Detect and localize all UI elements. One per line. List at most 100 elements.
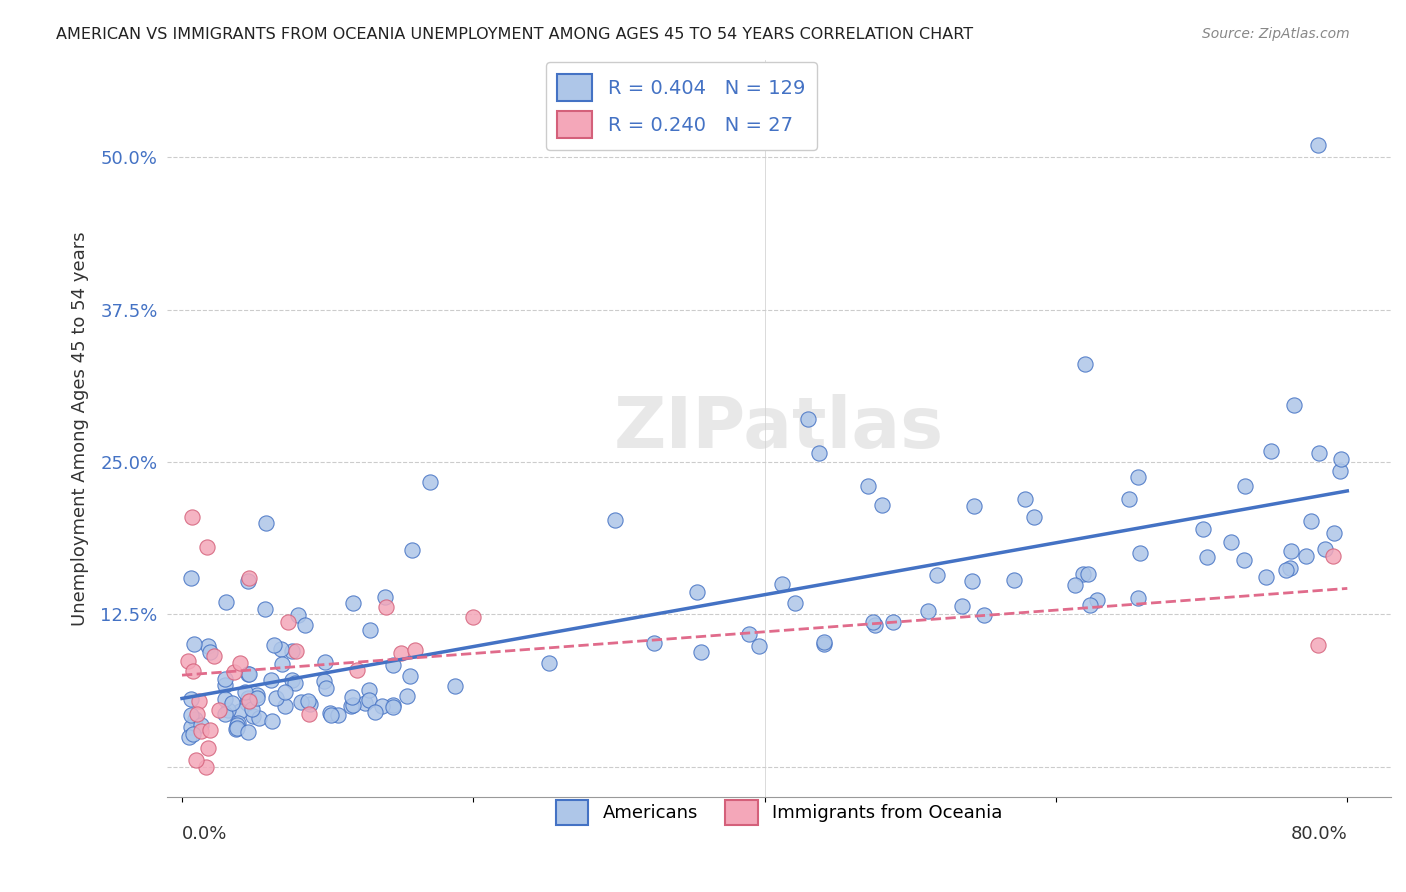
Point (963, 499, 986, 513)
Point (1071, 566, 1094, 581)
Point (354, 696, 377, 710)
Point (1232, 553, 1254, 567)
Point (326, 707, 349, 722)
Point (208, 703, 231, 717)
Point (1234, 479, 1257, 493)
Point (1014, 492, 1036, 507)
Text: AMERICAN VS IMMIGRANTS FROM OCEANIA UNEMPLOYMENT AMONG AGES 45 TO 54 YEARS CORRE: AMERICAN VS IMMIGRANTS FROM OCEANIA UNEM… (56, 27, 973, 42)
Point (238, 694, 260, 708)
Point (1308, 638, 1330, 652)
Point (238, 666, 260, 681)
Point (797, 412, 820, 426)
Point (1118, 491, 1140, 506)
Point (229, 704, 252, 718)
Point (190, 723, 212, 738)
Point (177, 654, 200, 668)
Point (233, 684, 256, 698)
Point (1315, 541, 1337, 556)
Point (1085, 593, 1108, 607)
Point (960, 574, 983, 588)
Point (1260, 444, 1282, 458)
Point (1323, 525, 1346, 540)
Point (270, 642, 292, 657)
Point (238, 571, 260, 585)
Point (181, 664, 204, 678)
Point (1063, 578, 1085, 592)
Point (1195, 550, 1218, 565)
Point (198, 723, 221, 738)
Point (340, 690, 363, 704)
Point (315, 681, 337, 695)
Point (917, 604, 939, 618)
Point (401, 542, 423, 557)
Point (346, 663, 368, 677)
Point (357, 683, 380, 698)
Point (342, 698, 364, 713)
Point (183, 637, 205, 651)
Point (1329, 464, 1351, 478)
Point (287, 608, 309, 623)
Point (270, 657, 292, 672)
Text: Source: ZipAtlas.com: Source: ZipAtlas.com (1202, 27, 1350, 41)
Point (242, 709, 264, 723)
Point (389, 646, 412, 660)
Point (204, 648, 226, 663)
Point (1322, 549, 1344, 563)
Point (263, 638, 285, 652)
Point (262, 714, 284, 728)
Point (236, 667, 259, 681)
Point (214, 673, 236, 687)
Point (382, 658, 405, 673)
Point (314, 673, 336, 688)
Point (226, 718, 249, 732)
Point (214, 678, 236, 692)
Point (342, 596, 364, 610)
Point (973, 608, 995, 623)
Point (1308, 137, 1330, 152)
Point (195, 541, 218, 555)
Point (808, 445, 831, 459)
Point (1077, 567, 1099, 582)
Point (298, 698, 321, 712)
Point (1279, 561, 1302, 575)
Point (927, 567, 949, 582)
Point (188, 694, 211, 708)
Point (359, 693, 381, 707)
Point (374, 599, 396, 614)
Point (882, 615, 904, 629)
Point (225, 722, 247, 736)
Point (1279, 544, 1302, 558)
Point (398, 668, 420, 682)
Point (813, 635, 835, 649)
Point (813, 637, 835, 651)
Point (395, 689, 418, 703)
Point (217, 703, 239, 717)
Point (290, 694, 312, 708)
Point (1074, 358, 1097, 372)
Point (254, 516, 277, 531)
Point (186, 707, 208, 722)
Point (321, 707, 343, 722)
Point (285, 644, 308, 658)
Point (221, 696, 243, 710)
Text: 80.0%: 80.0% (1291, 825, 1347, 843)
Point (1126, 470, 1149, 484)
Point (1022, 510, 1045, 524)
Point (246, 688, 269, 702)
Point (177, 730, 200, 744)
Point (382, 699, 405, 714)
Point (359, 623, 381, 637)
Point (214, 706, 236, 721)
Point (238, 691, 260, 706)
Point (238, 724, 260, 739)
Point (197, 640, 219, 654)
Point (273, 699, 295, 714)
Point (190, 718, 212, 732)
Point (195, 759, 218, 773)
Point (603, 513, 626, 527)
Point (297, 694, 319, 708)
Point (1256, 570, 1278, 584)
Point (643, 636, 665, 650)
Point (298, 706, 321, 721)
Point (364, 705, 387, 719)
